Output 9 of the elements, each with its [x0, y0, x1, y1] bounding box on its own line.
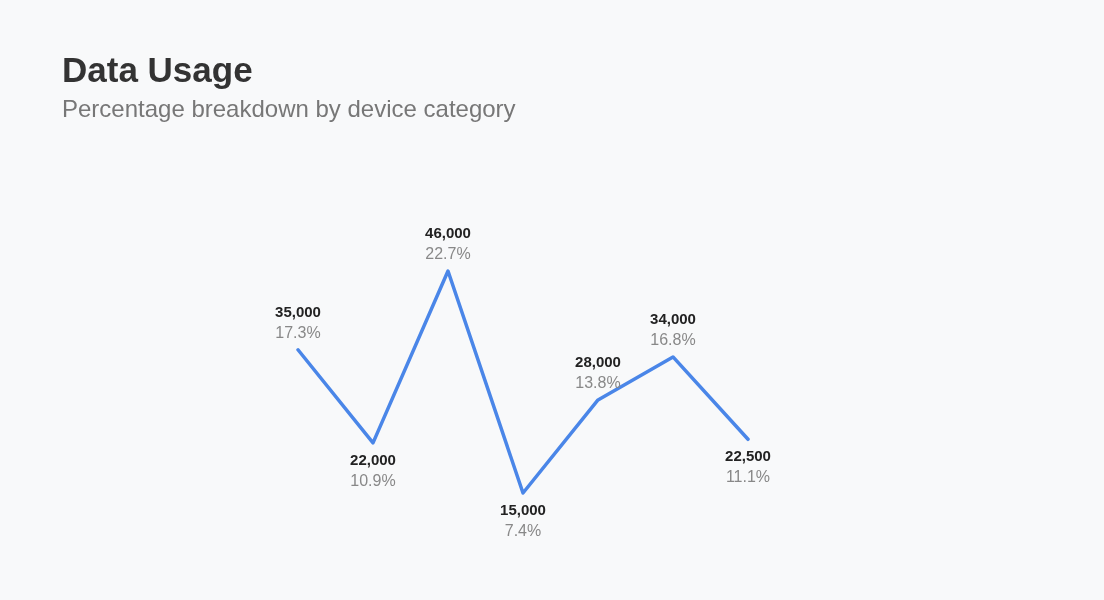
data-label: 22,500 11.1% — [725, 447, 771, 486]
data-label: 15,000 7.4% — [500, 501, 546, 539]
data-label: 28,000 13.8% — [575, 352, 621, 391]
chart-title: Data Usage — [62, 50, 253, 89]
data-label: 34,000 16.8% — [650, 309, 696, 348]
data-label: 46,000 22.7% — [425, 224, 471, 262]
chart-subtitle: Percentage breakdown by device category — [62, 95, 516, 122]
data-label: 35,000 17.3% — [275, 302, 321, 341]
data-label: 22,000 10.9% — [350, 450, 396, 489]
